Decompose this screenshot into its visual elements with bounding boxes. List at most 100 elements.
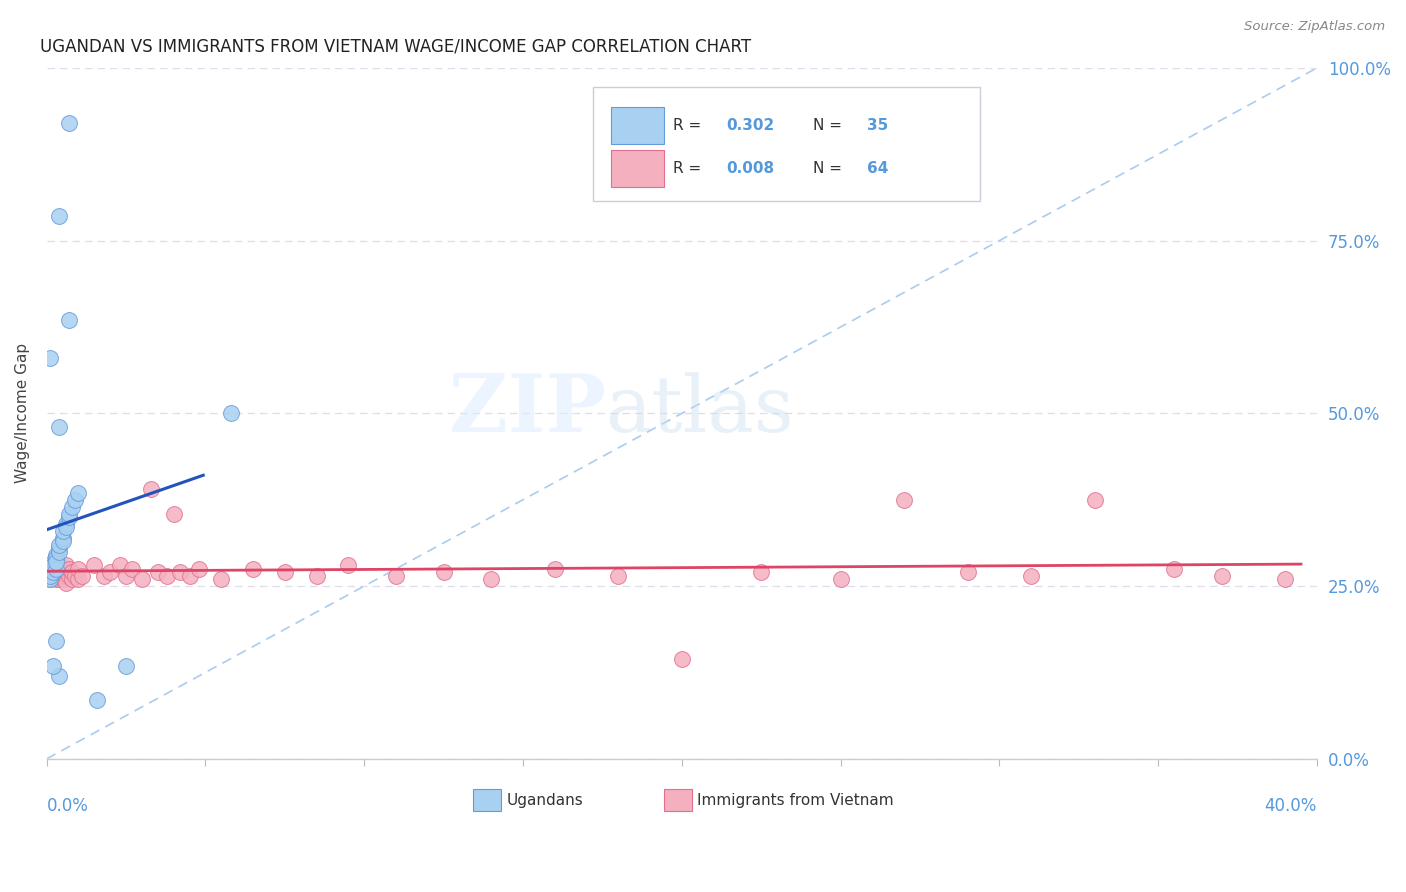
Text: Ugandans: Ugandans <box>506 793 583 808</box>
Point <box>38 572 60 586</box>
Point <box>38 568 60 582</box>
Text: N =: N = <box>813 118 846 133</box>
FancyBboxPatch shape <box>610 107 664 145</box>
Point <box>433 566 456 580</box>
Point <box>55 558 77 573</box>
Point <box>67 485 90 500</box>
Point <box>544 562 567 576</box>
Point <box>38 351 60 365</box>
Point <box>42 562 65 576</box>
Point <box>98 566 121 580</box>
Point <box>48 538 70 552</box>
Point <box>385 568 408 582</box>
Point <box>58 510 80 524</box>
Point <box>58 116 80 130</box>
Point <box>1274 572 1296 586</box>
Point <box>60 566 83 580</box>
FancyBboxPatch shape <box>593 87 980 201</box>
Point <box>51 524 73 538</box>
Point <box>65 568 87 582</box>
Point <box>209 572 232 586</box>
Point <box>1084 492 1107 507</box>
Point <box>305 568 328 582</box>
Point <box>274 566 297 580</box>
Point <box>156 568 179 582</box>
Point <box>58 507 80 521</box>
Point <box>1163 562 1185 576</box>
Point <box>607 568 630 582</box>
Point <box>45 548 67 562</box>
Text: R =: R = <box>673 161 706 176</box>
Point <box>51 562 73 576</box>
Point <box>42 566 65 580</box>
Point <box>337 558 360 573</box>
Point <box>48 541 70 555</box>
Point <box>38 566 60 580</box>
Point <box>45 562 67 576</box>
Point <box>42 555 65 569</box>
Point <box>48 562 70 576</box>
Point <box>38 572 60 586</box>
Point <box>45 555 67 569</box>
Point <box>42 558 65 573</box>
Point <box>55 566 77 580</box>
Point <box>115 568 138 582</box>
Point <box>48 420 70 434</box>
Point <box>179 568 201 582</box>
Point <box>58 313 80 327</box>
Point <box>51 531 73 545</box>
Point <box>42 566 65 580</box>
Point <box>45 562 67 576</box>
Point <box>45 634 67 648</box>
Point <box>65 492 87 507</box>
Text: N =: N = <box>813 161 846 176</box>
Point <box>48 669 70 683</box>
Point <box>51 568 73 582</box>
Point <box>51 534 73 549</box>
FancyBboxPatch shape <box>610 150 664 187</box>
Point <box>42 558 65 573</box>
Point <box>169 566 191 580</box>
Point <box>42 658 65 673</box>
Text: 0.0%: 0.0% <box>46 797 89 814</box>
Point <box>48 568 70 582</box>
Point <box>83 558 105 573</box>
Text: 64: 64 <box>868 161 889 176</box>
Text: 35: 35 <box>868 118 889 133</box>
FancyBboxPatch shape <box>664 789 692 812</box>
Point <box>86 693 108 707</box>
Point <box>93 568 115 582</box>
Text: UGANDAN VS IMMIGRANTS FROM VIETNAM WAGE/INCOME GAP CORRELATION CHART: UGANDAN VS IMMIGRANTS FROM VIETNAM WAGE/… <box>41 37 751 55</box>
Point <box>141 483 163 497</box>
Point <box>146 566 169 580</box>
Point <box>60 500 83 514</box>
Point <box>1211 568 1233 582</box>
Point <box>58 568 80 582</box>
Point <box>479 572 502 586</box>
Point <box>58 562 80 576</box>
Point <box>48 572 70 586</box>
Point <box>1019 568 1042 582</box>
Point <box>45 572 67 586</box>
Point <box>55 568 77 582</box>
Text: 0.008: 0.008 <box>727 161 775 176</box>
Text: atlas: atlas <box>606 372 794 448</box>
Y-axis label: Wage/Income Gap: Wage/Income Gap <box>15 343 30 483</box>
Point <box>55 575 77 590</box>
Point <box>242 562 264 576</box>
Point <box>671 651 693 665</box>
Point <box>51 572 73 586</box>
Point <box>60 572 83 586</box>
Point <box>58 566 80 580</box>
Point <box>55 516 77 531</box>
Point <box>188 562 211 576</box>
Point <box>115 658 138 673</box>
Point <box>45 555 67 569</box>
Point <box>956 566 979 580</box>
Point <box>830 572 852 586</box>
Text: 40.0%: 40.0% <box>1264 797 1317 814</box>
Point <box>893 492 915 507</box>
Point <box>108 558 131 573</box>
Point <box>163 507 186 521</box>
Point <box>67 562 90 576</box>
